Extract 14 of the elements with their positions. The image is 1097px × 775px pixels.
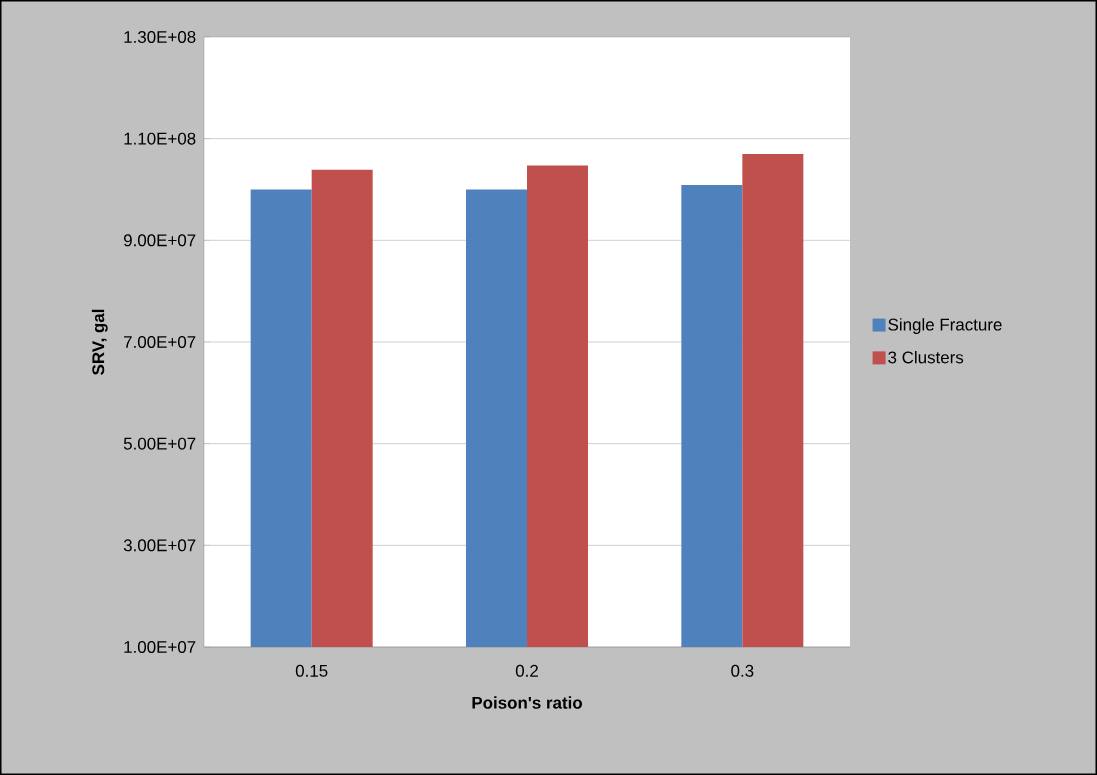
x-tick-label: 0.15 xyxy=(295,664,328,677)
y-tick-label: 9.00E+07 xyxy=(123,234,196,247)
y-tick-label: 1.10E+08 xyxy=(124,132,196,145)
x-tick-label: 0.3 xyxy=(731,664,754,677)
x-tick-label: 0.2 xyxy=(515,664,538,677)
y-axis-title: SRV, gal xyxy=(91,309,108,375)
y-tick-label: 3.00E+07 xyxy=(123,539,196,552)
x-axis-title: Poison's ratio xyxy=(472,696,582,709)
y-tick-label: 5.00E+07 xyxy=(123,437,196,450)
legend-label: 3 Clusters xyxy=(888,350,964,364)
y-tick-label: 1.00E+07 xyxy=(124,640,196,653)
y-tick-label: 1.30E+08 xyxy=(124,30,196,43)
legend-label: Single Fracture xyxy=(888,318,1002,334)
y-tick-label: 7.00E+07 xyxy=(124,335,196,348)
